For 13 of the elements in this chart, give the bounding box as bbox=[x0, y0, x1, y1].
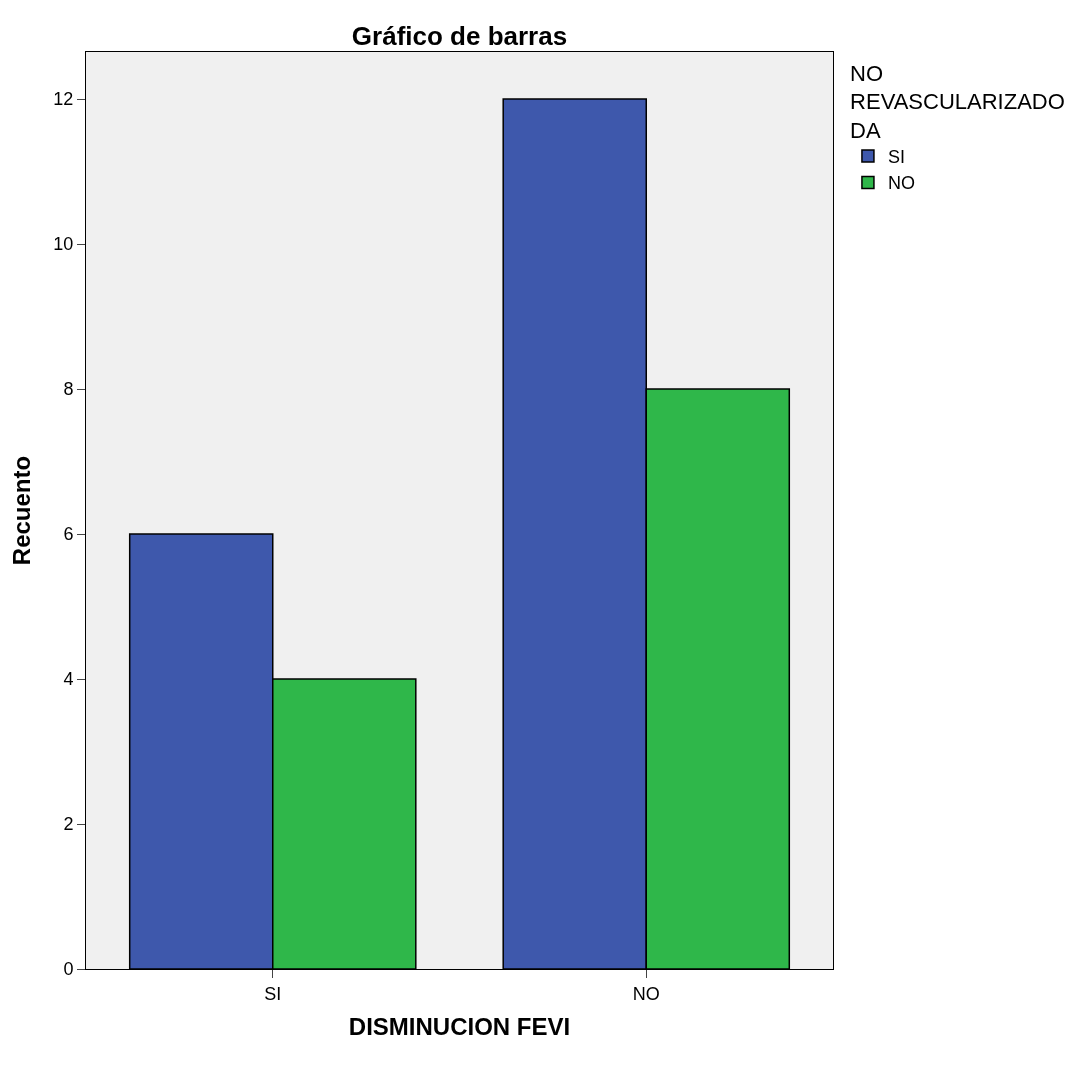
legend-label: NO bbox=[887, 173, 915, 194]
y-tick-label: 10 bbox=[53, 234, 74, 255]
x-axis-title: DISMINUCION FEVI bbox=[348, 1012, 571, 1040]
y-tick-label: 8 bbox=[63, 379, 74, 400]
y-tick-label: 12 bbox=[53, 89, 74, 110]
y-axis-title: Recuento bbox=[8, 455, 36, 566]
legend-label: SI bbox=[887, 147, 905, 168]
legend-title: NO REVASCULARIZADO DA bbox=[850, 60, 1065, 143]
chart-title: Gráfico de barras bbox=[351, 21, 568, 51]
y-tick-label: 2 bbox=[63, 814, 74, 835]
y-tick-label: 6 bbox=[63, 524, 74, 545]
y-tick-label: 4 bbox=[63, 669, 74, 690]
y-tick-label: 0 bbox=[63, 959, 74, 980]
